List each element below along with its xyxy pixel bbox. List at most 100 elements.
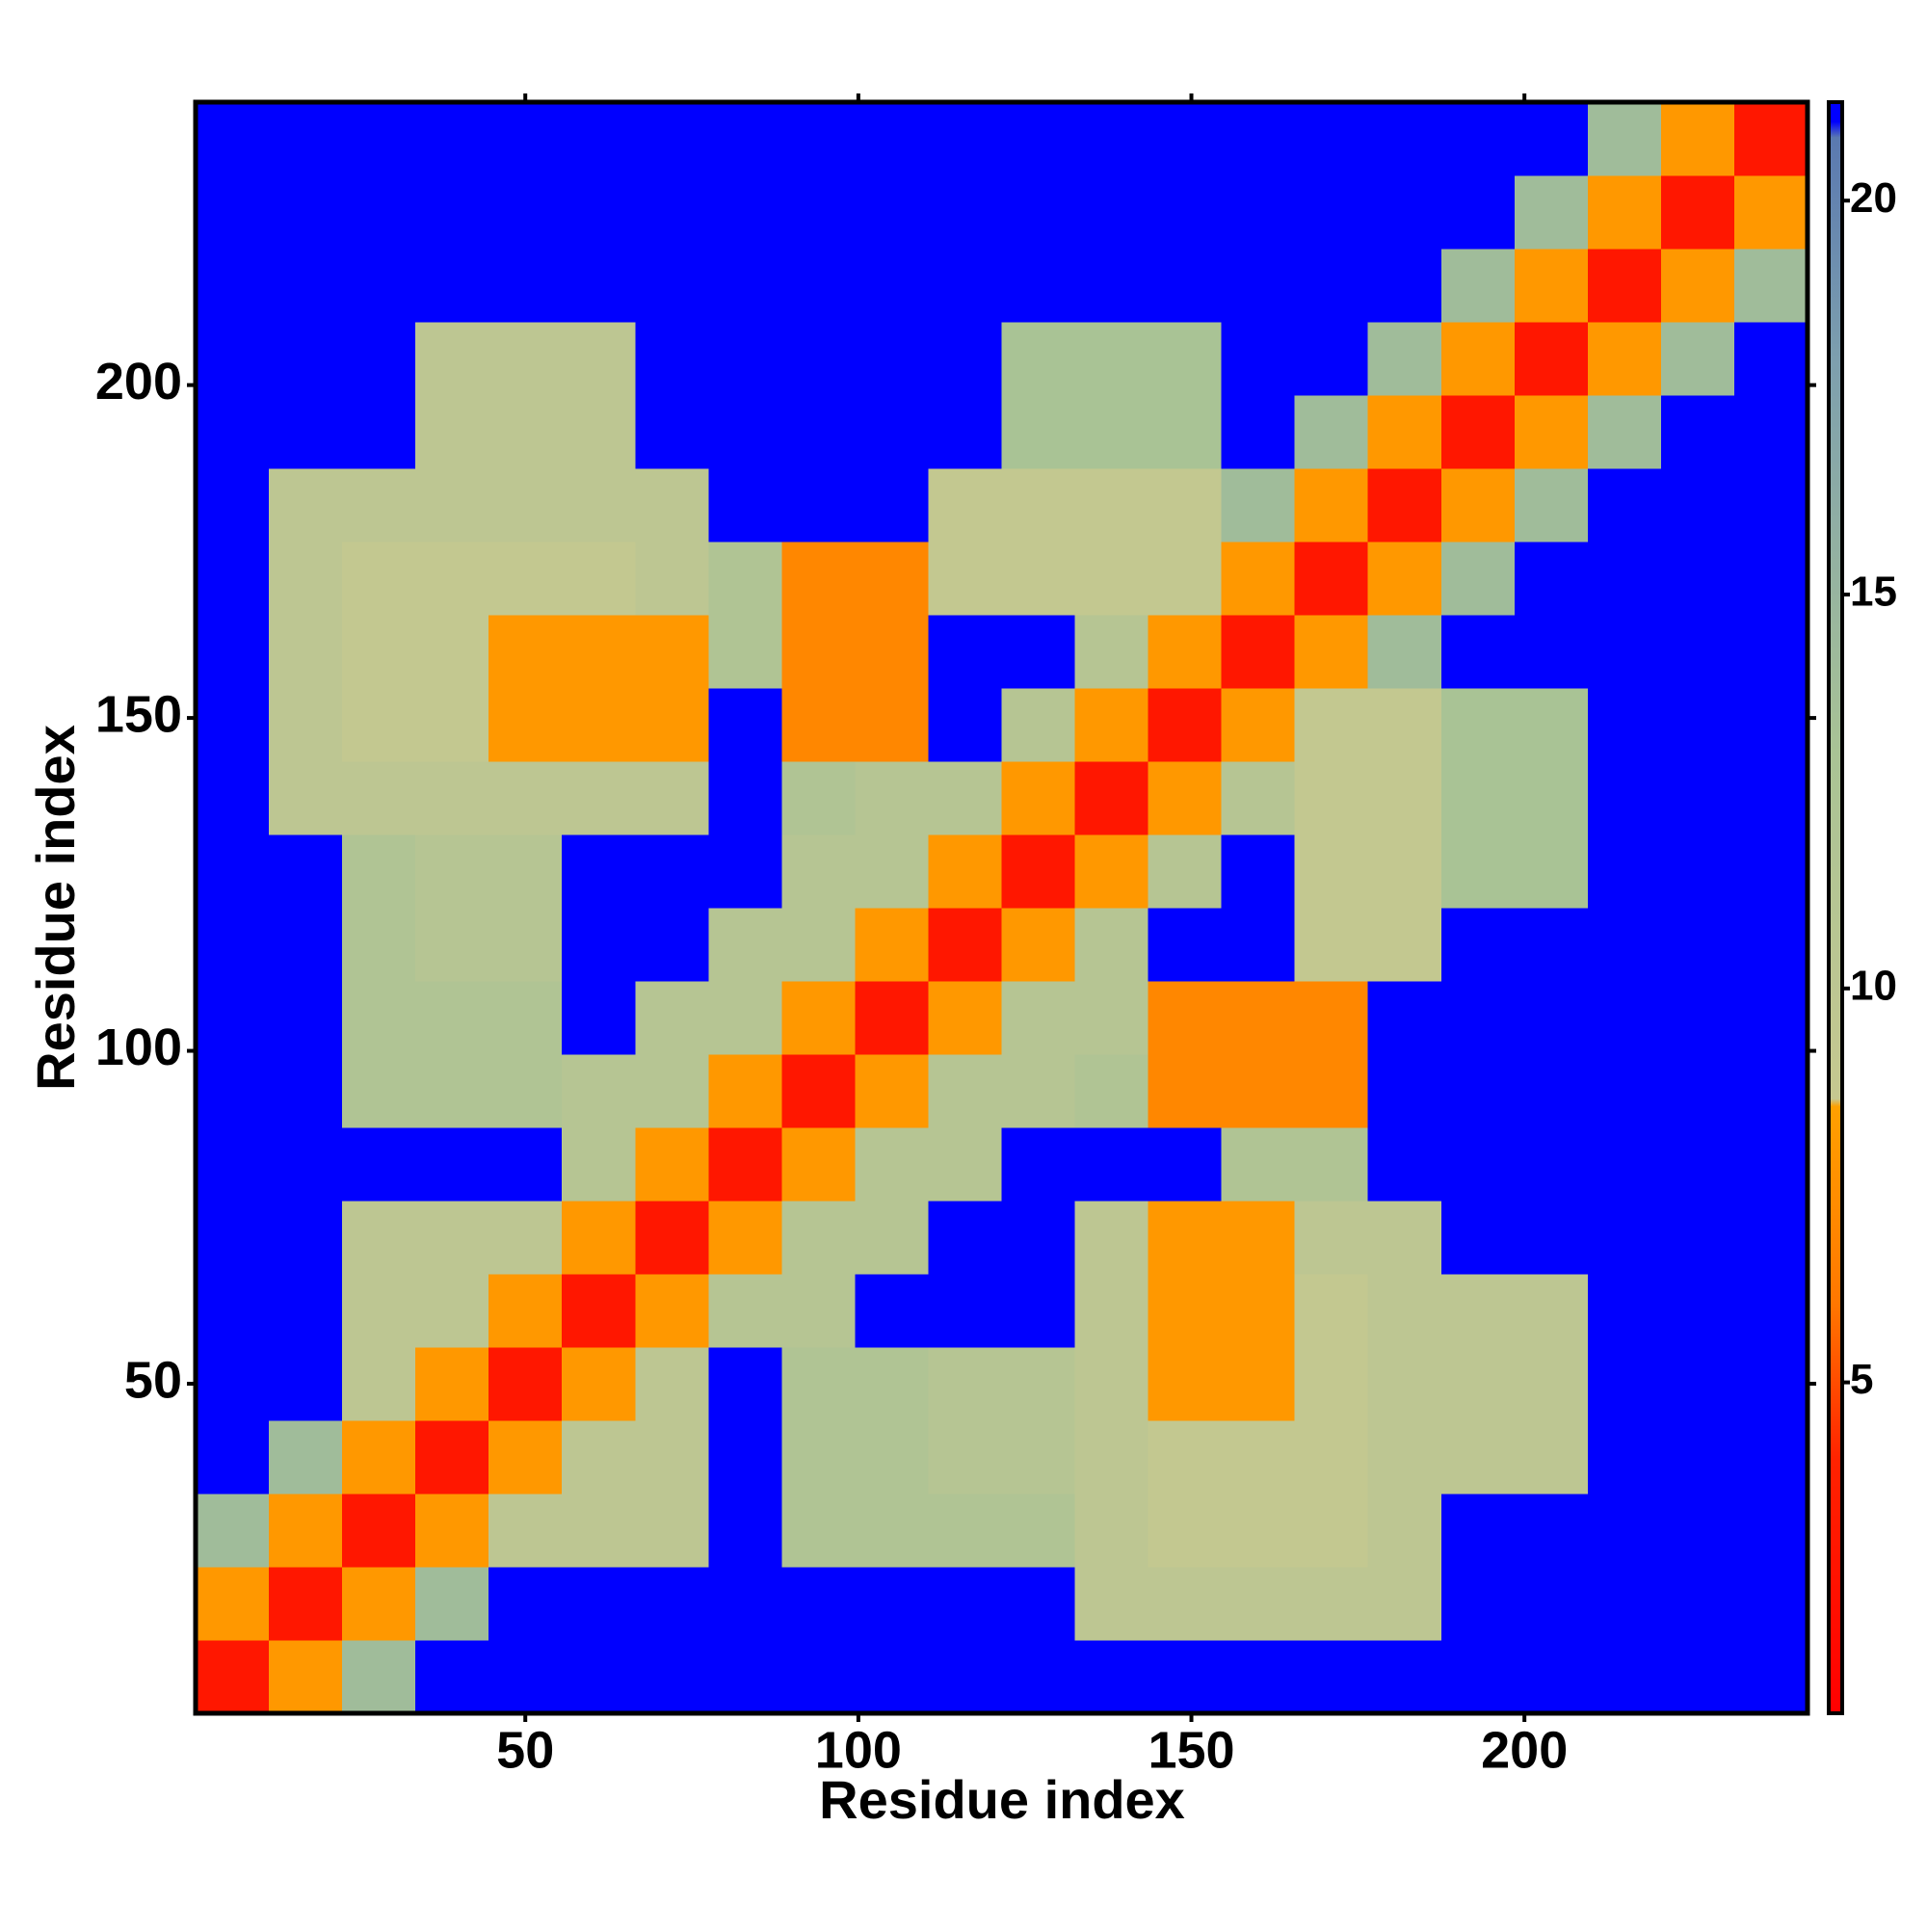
cell	[415, 688, 489, 762]
cell	[269, 175, 343, 250]
cell	[635, 1420, 709, 1495]
cell	[1074, 615, 1149, 689]
cell	[342, 908, 416, 982]
cell	[562, 322, 636, 396]
cell	[488, 761, 563, 835]
cell	[1221, 1127, 1296, 1202]
cell	[635, 395, 709, 469]
cell	[562, 249, 636, 323]
cell	[1221, 1567, 1296, 1641]
cell	[708, 761, 782, 835]
cell	[928, 1054, 1002, 1128]
cell	[1148, 468, 1223, 543]
y-tick-label: 150	[95, 685, 182, 743]
cell	[781, 1494, 856, 1568]
cell	[781, 688, 856, 762]
cell	[342, 761, 416, 835]
cell	[1221, 908, 1296, 982]
cell	[1367, 468, 1442, 543]
cell	[781, 981, 856, 1055]
cell	[1148, 249, 1223, 323]
cell	[1733, 761, 1808, 835]
cell	[1514, 175, 1589, 250]
cell	[928, 1567, 1002, 1641]
cell	[1440, 542, 1516, 616]
cell	[1587, 395, 1662, 469]
cell	[1001, 1054, 1076, 1128]
cell	[269, 761, 343, 835]
cell	[1733, 468, 1808, 543]
cell	[1440, 1347, 1516, 1421]
heatmap	[196, 102, 1808, 1714]
cell	[415, 1420, 489, 1495]
cell	[196, 249, 270, 323]
cell	[1294, 1274, 1369, 1348]
cell	[708, 688, 782, 762]
cell	[196, 1127, 270, 1202]
cell	[1440, 1640, 1516, 1714]
cell	[562, 395, 636, 469]
cell	[1440, 175, 1516, 250]
cell	[488, 395, 563, 469]
cell	[855, 1420, 929, 1495]
cell	[1733, 1054, 1808, 1128]
cell	[1367, 688, 1442, 762]
cell	[1733, 1274, 1808, 1348]
cell	[342, 1201, 416, 1275]
cell	[488, 1640, 563, 1714]
cell	[635, 761, 709, 835]
cell	[1587, 1054, 1662, 1128]
cell	[269, 1274, 343, 1348]
cell	[1733, 102, 1808, 176]
cell	[1514, 1347, 1589, 1421]
cell	[415, 1127, 489, 1202]
cell	[928, 834, 1002, 909]
cell	[488, 1274, 563, 1348]
cell	[269, 102, 343, 176]
cell	[1587, 542, 1662, 616]
cell	[1367, 175, 1442, 250]
cell	[781, 1640, 856, 1714]
cell	[269, 542, 343, 616]
cell	[1514, 249, 1589, 323]
cell	[1440, 1567, 1516, 1641]
cell	[708, 834, 782, 909]
cell	[781, 1054, 856, 1128]
y-tick-label: 200	[95, 353, 182, 410]
cell	[1660, 981, 1735, 1055]
cell	[342, 175, 416, 250]
cell	[342, 1347, 416, 1421]
cell	[928, 688, 1002, 762]
cell	[488, 542, 563, 616]
cell	[1587, 1201, 1662, 1275]
cell	[1221, 395, 1296, 469]
cell	[1294, 1201, 1369, 1275]
cell	[196, 981, 270, 1055]
cell	[1587, 834, 1662, 909]
cell	[488, 615, 563, 689]
cell	[1367, 322, 1442, 396]
cell	[269, 1494, 343, 1568]
cell	[196, 102, 270, 176]
cell	[1514, 1127, 1589, 1202]
cell	[781, 1274, 856, 1348]
cell	[635, 908, 709, 982]
cell	[196, 1420, 270, 1495]
cell	[1587, 322, 1662, 396]
cell	[1587, 1127, 1662, 1202]
cell	[1221, 1347, 1296, 1421]
cell	[1587, 615, 1662, 689]
cell	[928, 1420, 1002, 1495]
cell	[1148, 1054, 1223, 1128]
cell	[635, 322, 709, 396]
cell	[1587, 981, 1662, 1055]
cell	[928, 322, 1002, 396]
cell	[635, 542, 709, 616]
cell	[415, 1640, 489, 1714]
cell	[1294, 1640, 1369, 1714]
cell	[1587, 1567, 1662, 1641]
axes: 50 100 150 200 50 100 150 200 5 10 15 20	[95, 93, 1897, 1779]
cell	[781, 908, 856, 982]
cell	[1074, 1127, 1149, 1202]
colorbar-tick-label: 5	[1850, 1356, 1873, 1403]
